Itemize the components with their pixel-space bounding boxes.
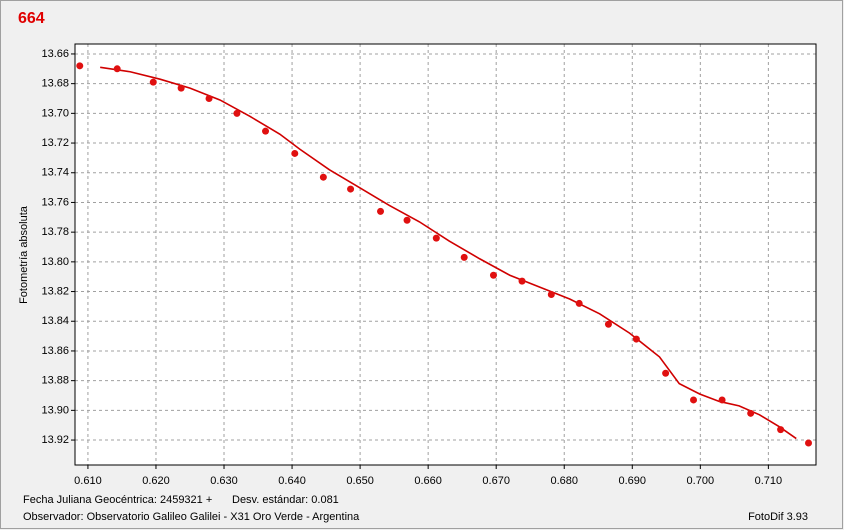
data-point (718, 396, 726, 404)
y-tick-label: 13.76 (41, 196, 69, 208)
y-tick-label: 13.80 (41, 256, 69, 268)
x-tick-label: 0.630 (210, 475, 238, 487)
x-tick-label: 0.700 (687, 475, 715, 487)
data-point (575, 299, 583, 307)
data-point (113, 65, 121, 73)
x-tick-label: 0.710 (755, 475, 783, 487)
data-point (632, 335, 640, 343)
data-point (805, 439, 813, 447)
data-point (403, 216, 411, 224)
data-point (777, 426, 785, 434)
y-tick-label: 13.86 (41, 345, 69, 357)
footer-date: Fecha Juliana Geocéntrica: 2459321 + (23, 494, 212, 506)
data-point (347, 185, 355, 193)
data-point (291, 149, 299, 157)
y-tick-label: 13.74 (41, 167, 69, 179)
x-tick-label: 0.670 (482, 475, 510, 487)
y-tick-label: 13.82 (41, 285, 69, 297)
x-tick-label: 0.680 (550, 475, 578, 487)
y-tick-label: 13.84 (41, 315, 69, 327)
data-point (518, 277, 526, 285)
x-tick-label: 0.620 (142, 475, 170, 487)
x-tick-label: 0.690 (619, 475, 647, 487)
data-point (547, 291, 555, 299)
y-tick-label: 13.70 (41, 107, 69, 119)
y-tick-label: 13.68 (41, 78, 69, 90)
y-tick-label: 13.72 (41, 137, 69, 149)
data-point (460, 253, 468, 261)
data-point (233, 109, 241, 117)
y-tick-label: 13.88 (41, 375, 69, 387)
y-tick-label: 13.90 (41, 404, 69, 416)
x-tick-label: 0.610 (74, 475, 102, 487)
footer-stddev: Desv. estándar: 0.081 (232, 494, 339, 506)
plot-border (74, 43, 817, 466)
chart-title: 664 (18, 10, 45, 27)
y-axis-label: Fotometría absoluta (18, 205, 30, 304)
x-tick-label: 0.640 (278, 475, 306, 487)
data-point (149, 78, 157, 86)
y-tick-label: 13.92 (41, 434, 69, 446)
y-tick-label: 13.66 (41, 48, 69, 60)
footer-version: FotoDif 3.93 (748, 511, 808, 523)
data-point (489, 271, 497, 279)
data-point (747, 409, 755, 417)
data-point (76, 62, 84, 70)
data-point (205, 94, 213, 102)
data-point (662, 369, 670, 377)
fit-curve (100, 66, 797, 440)
y-tick-label: 13.78 (41, 226, 69, 238)
data-point (604, 320, 612, 328)
data-point (177, 84, 185, 92)
data-point (690, 396, 698, 404)
x-tick-label: 0.660 (414, 475, 442, 487)
plot-area (75, 44, 816, 465)
data-point (319, 173, 327, 181)
footer-observer: Observador: Observatorio Galileo Galilei… (23, 511, 360, 523)
data-point (377, 207, 385, 215)
x-tick-label: 0.650 (346, 475, 374, 487)
data-point (432, 234, 440, 242)
data-point (262, 127, 270, 135)
